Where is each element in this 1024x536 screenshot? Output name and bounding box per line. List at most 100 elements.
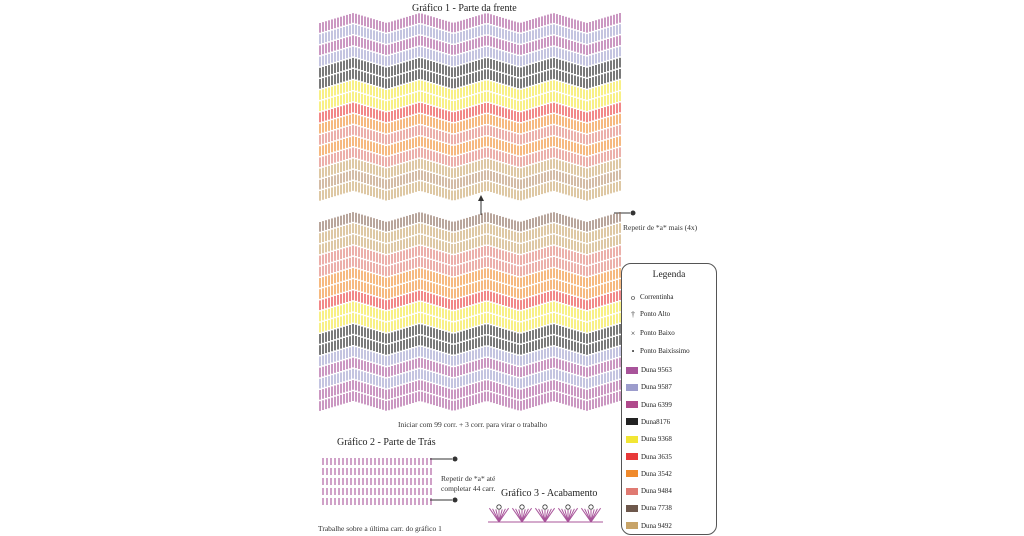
- upper-chevron-row: [319, 80, 621, 100]
- start-note: Iniciar com 99 corr. + 3 corr. para vira…: [398, 420, 548, 429]
- upper-chevron-row: [319, 125, 621, 145]
- upper-chevron-row: [319, 113, 621, 134]
- upper-chevron-row: [319, 181, 621, 201]
- repeat-note: Repetir de *a* mais (4x): [623, 223, 698, 232]
- chart3-motif: [557, 504, 580, 523]
- lower-chevron-row: [319, 368, 621, 389]
- legend-item-double-crochet: † Ponto Alto: [626, 308, 670, 320]
- chart1-title: Gráfico 1 - Parte da frente: [412, 3, 517, 14]
- legend-panel: Legenda o Correntinha † Ponto Alto × Pon…: [621, 263, 717, 535]
- legend-item-color: Duna8176: [626, 416, 670, 428]
- lower-chevron-row: [319, 212, 621, 232]
- chart3-motif: [534, 504, 557, 523]
- chart2-bottom-note: Trabalhe sobre a última carr. do gráfico…: [318, 524, 442, 533]
- lower-chevron-row: [319, 346, 621, 367]
- chart2-row: [322, 488, 432, 495]
- legend-label: Duna 9484: [641, 487, 672, 496]
- upper-chevron-row: [319, 13, 621, 33]
- color-swatch: [626, 470, 638, 478]
- upper-chevron-row: [319, 136, 621, 156]
- lower-chevron-row: [319, 391, 621, 411]
- legend-label: Ponto Baixo: [640, 329, 675, 337]
- legend-label: Duna 9563: [641, 366, 672, 374]
- upper-chevron-row: [319, 102, 621, 123]
- legend-label: Ponto Baixíssimo: [640, 347, 690, 355]
- legend-item-slip-stitch: • Ponto Baixíssimo: [626, 345, 690, 357]
- legend-item-color: Duna 6399: [626, 399, 672, 411]
- upper-chevron-row: [319, 57, 621, 78]
- chart3-motif: [511, 504, 534, 523]
- chart2-row: [322, 498, 432, 505]
- legend-title: Legenda: [652, 270, 686, 280]
- legend-label: Duna 3542: [641, 469, 672, 478]
- lower-chevron-row: [319, 301, 621, 322]
- legend-label: Correntinha: [640, 293, 674, 301]
- chain-stitch-icon: o: [631, 292, 635, 302]
- color-swatch: [626, 453, 638, 460]
- lower-chevron-row: [319, 380, 621, 400]
- chart3-motif: [488, 504, 511, 523]
- legend-item-chain: o Correntinha: [626, 291, 673, 303]
- lower-chevron-row: [319, 357, 621, 378]
- lower-chevron-row: [319, 290, 621, 311]
- color-swatch: [626, 366, 638, 374]
- lower-chevron-row: [319, 279, 621, 299]
- color-swatch: [626, 418, 638, 426]
- legend-label: Duna 3635: [641, 452, 672, 461]
- lower-chevron-row: [319, 268, 621, 288]
- chart2-row: [322, 458, 432, 465]
- legend-label: Duna8176: [641, 417, 671, 426]
- color-swatch: [626, 383, 638, 391]
- upper-chevron-row: [319, 169, 621, 190]
- chart2-repeat-note-2: completar 44 carr.: [441, 484, 496, 493]
- legend-label: Duna 9587: [641, 383, 672, 392]
- lower-chevron-row: [319, 324, 621, 344]
- upper-chevron-row: [319, 46, 621, 67]
- legend-item-color: Duna 9484: [626, 485, 672, 497]
- legend-item-color: Duna 9368: [626, 433, 672, 445]
- double-crochet-icon: †: [631, 309, 635, 319]
- color-swatch: [626, 504, 638, 512]
- legend-item-color: Duna 3635: [626, 451, 672, 463]
- chart2-bottom-marker-icon: [430, 497, 458, 503]
- chart2-row: [322, 468, 432, 475]
- upper-chevron-row: [319, 24, 621, 44]
- color-swatch: [626, 487, 638, 495]
- legend-label: Ponto Alto: [640, 310, 671, 318]
- lower-chevron-row: [319, 312, 621, 333]
- lower-chevron-row: [319, 245, 621, 266]
- legend-label: Duna 9492: [641, 521, 672, 530]
- legend-item-color: Duna 9492: [626, 520, 672, 532]
- legend-item-color: Duna 3542: [626, 468, 672, 480]
- lower-chevron-row: [319, 223, 621, 243]
- legend-item-color: Duna 7738: [626, 502, 672, 514]
- color-swatch: [626, 522, 638, 530]
- legend-item-single-crochet: × Ponto Baixo: [626, 327, 675, 339]
- legend-item-color: Duna 9563: [626, 364, 672, 376]
- chart2-repeat-note-1: Repetir de *a* até: [441, 474, 496, 483]
- chart2-top-marker-icon: [430, 456, 458, 462]
- color-swatch: [626, 401, 638, 409]
- chart3-title: Gráfico 3 - Acabamento: [501, 488, 598, 499]
- lower-chevron-row: [319, 335, 621, 355]
- upper-chevron-row: [319, 158, 621, 179]
- legend-label: Duna 7738: [641, 504, 672, 513]
- legend-label: Duna 9368: [641, 435, 672, 444]
- upper-chevron-row: [319, 35, 621, 56]
- upper-chevron-row: [319, 69, 621, 89]
- color-swatch: [626, 435, 638, 443]
- lower-chevron-row: [319, 256, 621, 277]
- chart3-motif: [580, 504, 603, 523]
- lower-chevron-row: [319, 234, 621, 255]
- legend-item-color: Duna 9587: [626, 381, 672, 393]
- upper-chevron-row: [319, 147, 621, 168]
- repeat-arrow-icon: [478, 195, 484, 215]
- upper-chevron-row: [319, 91, 621, 112]
- chart2-title: Gráfico 2 - Parte de Trás: [337, 437, 436, 448]
- chart2-row: [322, 478, 432, 485]
- slip-stitch-icon: •: [631, 346, 635, 356]
